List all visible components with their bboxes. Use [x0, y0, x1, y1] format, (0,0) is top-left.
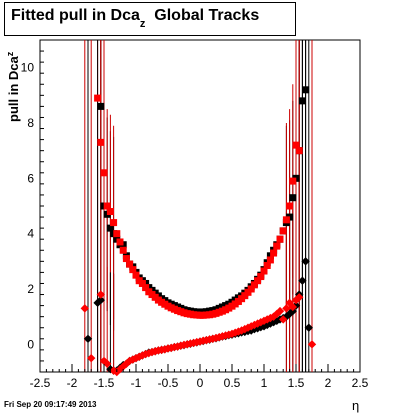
data-point-square: [132, 271, 140, 279]
data-point-square: [279, 227, 287, 235]
data-point-square: [266, 256, 274, 264]
data-point-square: [106, 224, 114, 232]
data-point-diamond: [275, 306, 285, 316]
data-point-diamond: [227, 329, 237, 339]
data-point-diamond: [119, 362, 128, 371]
data-point-diamond: [96, 295, 105, 305]
y-tick-label: 0: [27, 337, 34, 351]
data-point-square: [289, 177, 297, 185]
chart-title: Fitted pull in Dcaz Global Tracks: [11, 7, 260, 30]
x-tick-label: 1.5: [288, 376, 305, 390]
x-tick-label: 0: [197, 376, 204, 390]
data-point-square: [302, 86, 310, 94]
data-point-diamond: [109, 366, 118, 375]
x-tick-label: 2.5: [352, 376, 369, 390]
y-axis-label-main: pull in Dca: [6, 56, 21, 122]
y-tick-label: 6: [27, 171, 34, 185]
data-point-square: [263, 261, 271, 269]
x-tick-label: 0.5: [224, 376, 241, 390]
data-point-diamond: [298, 276, 307, 285]
chart-title-main: Fitted pull in Dca: [11, 7, 140, 24]
data-point-square: [126, 260, 134, 268]
data-point-square: [298, 97, 306, 105]
data-point-square: [94, 94, 102, 102]
data-point-diamond: [282, 304, 291, 313]
data-point-diamond: [80, 304, 89, 313]
x-tick-label: 2: [325, 376, 332, 390]
data-point-diamond: [87, 353, 96, 363]
data-point-square: [292, 141, 300, 149]
data-point-square: [97, 102, 105, 110]
x-axis-label: η: [352, 398, 360, 413]
x-tick-label: 1: [261, 376, 268, 390]
x-tick-label: -1.5: [94, 376, 115, 390]
data-point-square: [138, 279, 146, 287]
data-point-square: [286, 202, 294, 210]
data-point-square: [276, 235, 284, 243]
chart-title-box: Fitted pull in Dcaz Global Tracks: [4, 2, 296, 36]
data-point-square: [116, 238, 124, 246]
x-tick-label: -2.5: [30, 376, 51, 390]
data-point-square: [97, 138, 105, 146]
data-point-diamond: [93, 298, 102, 308]
data-point-square: [282, 216, 290, 224]
data-point-diamond: [304, 323, 313, 332]
x-tick-label: -1: [131, 376, 142, 390]
y-axis-label: pull in Dcaz: [5, 51, 21, 122]
data-point-square: [295, 147, 303, 155]
data-point-square: [106, 208, 114, 216]
data-point-diamond: [288, 302, 297, 312]
y-tick-label: 4: [27, 227, 34, 241]
data-point-square: [113, 230, 121, 238]
data-point-square: [250, 281, 258, 289]
data-point-diamond: [295, 293, 304, 302]
data-point-diamond: [301, 257, 310, 266]
x-tick-label: -2: [67, 376, 78, 390]
data-point-square: [100, 169, 108, 177]
data-point-square: [129, 266, 137, 274]
chart-title-subscript: z: [139, 18, 146, 30]
chart-title-tail: Global Tracks: [145, 7, 260, 24]
data-point-diamond: [279, 315, 288, 324]
x-tick-label: -0.5: [158, 376, 179, 390]
data-point-diamond: [83, 334, 93, 343]
y-tick-label: 8: [27, 116, 34, 130]
data-point-diamond: [96, 290, 105, 299]
data-point-square: [103, 202, 111, 210]
y-axis-label-subscript: z: [5, 51, 15, 57]
data-point-square: [289, 194, 297, 202]
data-point-square: [260, 267, 268, 275]
data-point-square: [273, 242, 281, 250]
data-point-diamond: [307, 340, 317, 349]
data-point-square: [270, 249, 278, 257]
data-point-square: [247, 285, 255, 293]
y-tick-label: 2: [27, 282, 34, 296]
data-point-diamond: [243, 323, 253, 332]
timestamp-footer: Fri Sep 20 09:17:49 2013: [4, 400, 97, 409]
data-point-square: [110, 219, 118, 227]
data-point-square: [142, 284, 150, 292]
data-point-square: [257, 273, 265, 281]
data-point-diamond: [103, 359, 112, 368]
data-point-square: [122, 255, 130, 263]
data-point-square: [119, 246, 127, 254]
y-tick-label: 10: [21, 61, 35, 75]
data-point-square: [254, 277, 262, 285]
